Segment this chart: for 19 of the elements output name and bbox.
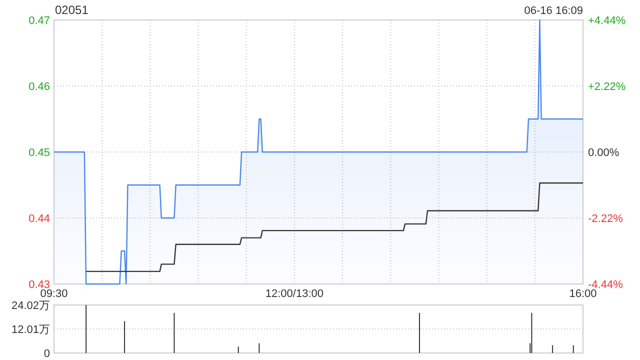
y-tick-label: 0.45: [28, 147, 50, 159]
x-tick-label: 09:30: [40, 288, 68, 300]
y-tick-label: 0: [44, 348, 50, 360]
y-tick-label: 0.47: [28, 15, 50, 27]
y2-tick-label: 0.00%: [588, 147, 620, 159]
x-tick-label: 16:00: [569, 288, 597, 300]
y2-tick-label: +2.22%: [588, 81, 626, 93]
y-tick-label: 0.46: [28, 81, 50, 93]
x-tick-label: 12:00/13:00: [265, 288, 324, 300]
y-tick-label: 12.01万: [11, 324, 50, 336]
y-tick-label: 0.43: [28, 279, 50, 291]
y2-tick-label: -2.22%: [588, 213, 624, 225]
y2-tick-label: -4.44%: [588, 279, 624, 291]
text: 06-16 16:09: [524, 5, 583, 17]
chart-title: 02051: [55, 3, 89, 17]
y2-tick-label: +4.44%: [588, 15, 626, 27]
line-series: [85, 182, 584, 272]
y-tick-label: 24.02万: [11, 300, 50, 312]
y-tick-label: 0.44: [28, 213, 50, 225]
